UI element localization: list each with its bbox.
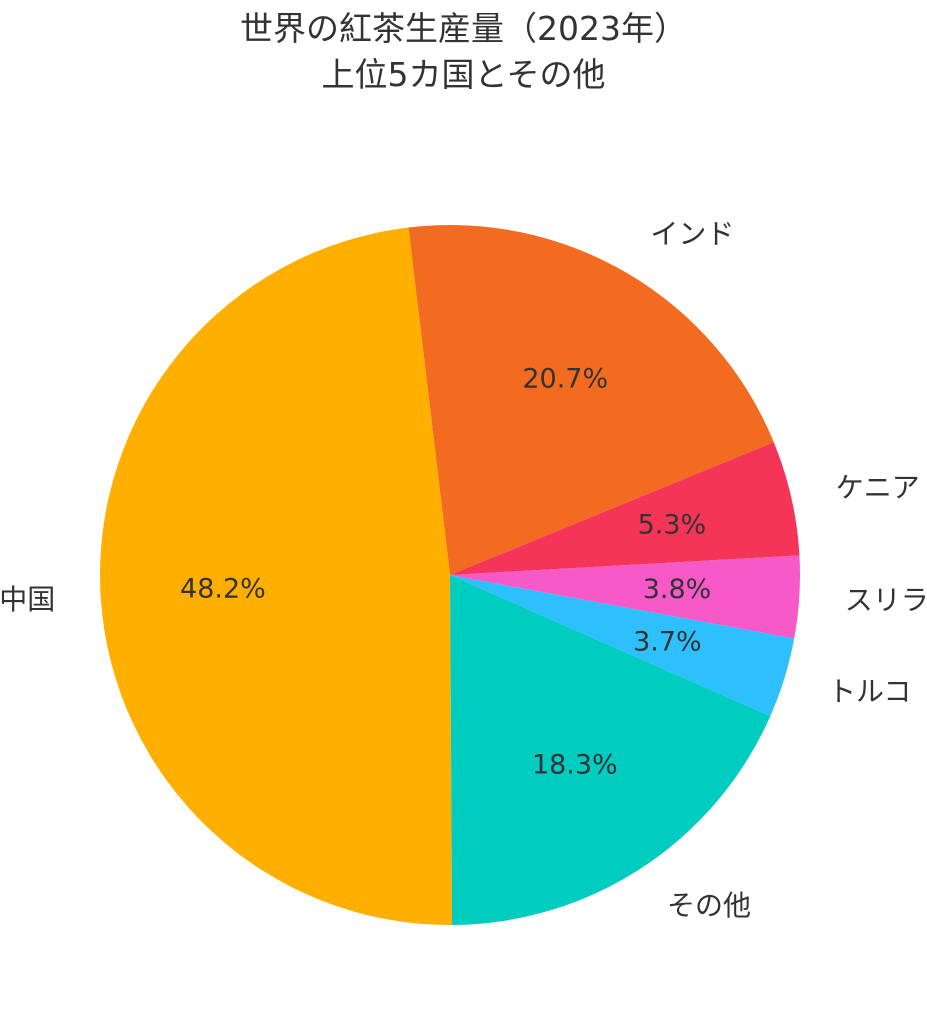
pie-slice-3 <box>450 575 771 925</box>
slice-value-label: 3.8% <box>643 574 712 605</box>
chart-subtitle: 上位5カ国とその他 <box>321 55 606 94</box>
pie-slice-5 <box>450 555 800 639</box>
slice-category-label: トルコ <box>828 675 911 708</box>
slice-value-label: 48.2% <box>180 574 266 605</box>
pie-slice-6 <box>450 442 800 575</box>
slice-value-label: 18.3% <box>532 750 618 781</box>
slice-category-label: スリランカ <box>845 583 927 616</box>
slice-value-label: 20.7% <box>522 363 608 394</box>
pie-slice-2 <box>100 227 453 925</box>
slice-category-label: インド <box>650 218 734 251</box>
chart-title: 世界の紅茶生産量（2023年） <box>240 9 687 48</box>
pie-slice-4 <box>450 575 795 717</box>
slice-value-label: 3.7% <box>633 626 702 657</box>
slice-category-label: ケニア <box>836 471 920 504</box>
slice-value-label: 5.3% <box>638 509 707 540</box>
slice-category-label: 中国 <box>0 583 55 616</box>
pie-slice-1 <box>408 225 774 575</box>
slice-category-label: その他 <box>667 889 751 922</box>
